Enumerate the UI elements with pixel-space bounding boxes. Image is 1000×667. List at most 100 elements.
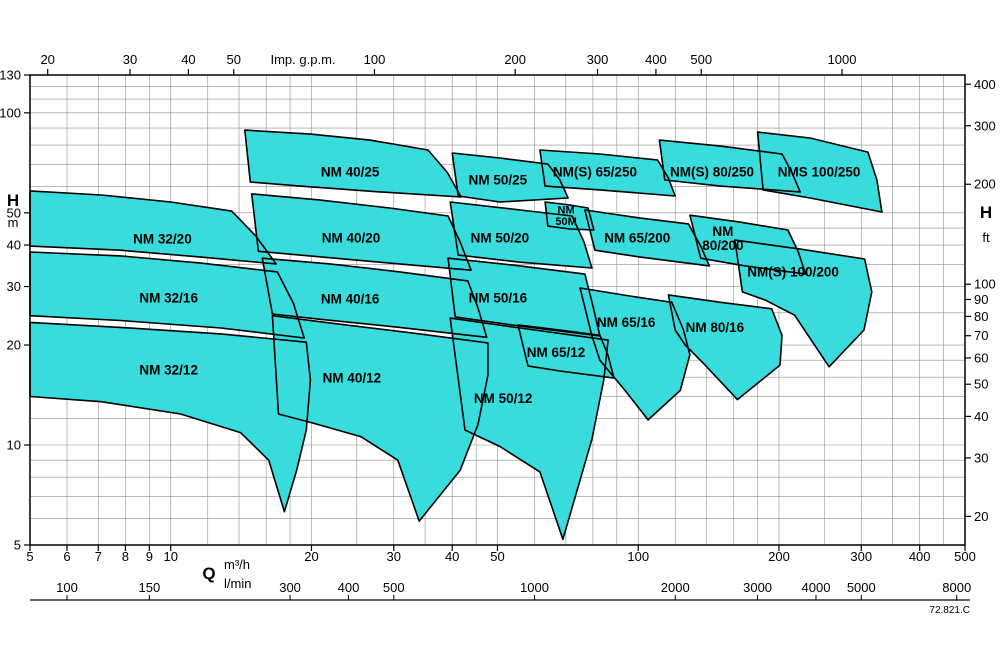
top-tick-label: 50 [226, 52, 240, 67]
region-label-nm-s-100-200: NM(S) 100/200 [747, 264, 839, 279]
region-label-nms-100-250: NMS 100/250 [778, 165, 861, 180]
region-outline-nm-50-25 [451, 152, 569, 203]
region-outline-nm-50-12 [449, 317, 609, 541]
region-label-nm-s-65-250: NM(S) 65/250 [553, 165, 637, 180]
left-tick-label: 100 [0, 105, 21, 120]
lmin-tick-label: 4000 [802, 580, 831, 595]
region-nm-50-12 [450, 318, 609, 540]
region-outline-nm-65-16 [579, 287, 691, 421]
bottom-axis-unit-lmin: l/min [224, 576, 251, 591]
region-nm-40-20 [251, 193, 472, 271]
drawing-number: 72.821.C [929, 605, 970, 616]
region-label-nm-80-16: NM 80/16 [686, 320, 745, 335]
top-tick-label: 30 [123, 52, 137, 67]
bottom-tick-label: 500 [954, 549, 976, 564]
region-outline-nm-40-25 [244, 129, 462, 198]
right-tick-label: 300 [974, 118, 996, 133]
right-tick-label: 80 [974, 309, 988, 324]
region-label-nm-50-20: NM 50/20 [471, 230, 530, 245]
top-tick-label: 400 [645, 52, 667, 67]
region-nm-40-12 [272, 315, 488, 522]
region-nm-32-12 [30, 322, 311, 512]
region-label-nm-65-12: NM 65/12 [527, 345, 586, 360]
region-label-nm-40-25: NM 40/25 [321, 165, 380, 180]
region-outline-nm-s-80-250 [658, 139, 801, 193]
right-tick-label: 100 [974, 277, 996, 292]
region-nm-32-16 [30, 252, 305, 338]
right-axis-title: H [980, 203, 992, 222]
region-label-nm-65-200: NM 65/200 [604, 230, 670, 245]
lmin-tick-label: 150 [138, 580, 160, 595]
region-outline-nms-100-250 [756, 131, 883, 213]
lmin-tick-label: 100 [56, 580, 78, 595]
region-nm-50-25 [452, 153, 569, 202]
region-label-nm-65-16: NM 65/16 [597, 315, 656, 330]
region-nm-s-100-200 [734, 240, 872, 367]
top-axis-title: Imp. g.p.m. [270, 52, 335, 67]
lmin-tick-label: 1000 [520, 580, 549, 595]
left-tick-label: 30 [7, 279, 21, 294]
region-label-nm-s-80-250: NM(S) 80/250 [670, 165, 754, 180]
top-tick-label: 20 [40, 52, 54, 67]
top-tick-label: 100 [364, 52, 386, 67]
region-label-nm-40-20: NM 40/20 [322, 230, 381, 245]
region-label-nm-32-16: NM 32/16 [139, 291, 198, 306]
top-tick-label: 40 [181, 52, 195, 67]
bottom-tick-label: 6 [63, 549, 70, 564]
region-outline-nm-80-16 [667, 294, 783, 401]
bottom-tick-label: 50 [490, 549, 504, 564]
top-tick-label: 500 [690, 52, 712, 67]
bottom-tick-label: 300 [850, 549, 872, 564]
right-tick-label: 400 [974, 77, 996, 92]
top-tick-label: 200 [504, 52, 526, 67]
region-outline-nm-32-16 [29, 251, 305, 339]
bottom-axis-title: Q [202, 564, 215, 583]
bottom-tick-label: 40 [445, 549, 459, 564]
region-label-nm-50m: NM 50M [555, 204, 576, 228]
bottom-tick-label: 5 [26, 549, 33, 564]
region-label-nm-32-20: NM 32/20 [133, 232, 192, 247]
left-axis-unit: m [8, 215, 19, 230]
region-label-nm-40-12: NM 40/12 [323, 371, 382, 386]
region-nm-s-65-250 [539, 150, 676, 196]
right-tick-label: 60 [974, 350, 988, 365]
lmin-tick-label: 3000 [743, 580, 772, 595]
region-label-nm-32-12: NM 32/12 [139, 363, 198, 378]
bottom-tick-label: 20 [304, 549, 318, 564]
lmin-tick-label: 5000 [847, 580, 876, 595]
right-tick-label: 20 [974, 509, 988, 524]
region-nm-40-16 [262, 258, 487, 338]
bottom-tick-label: 30 [387, 549, 401, 564]
lmin-tick-label: 8000 [942, 580, 971, 595]
bottom-tick-label: 200 [768, 549, 790, 564]
lmin-tick-label: 400 [338, 580, 360, 595]
left-axis-title: H [7, 191, 19, 210]
region-fills [30, 130, 882, 540]
lmin-tick-label: 300 [279, 580, 301, 595]
region-label-nm-50-25: NM 50/25 [469, 172, 528, 187]
top-tick-label: 300 [587, 52, 609, 67]
bottom-tick-label: 400 [909, 549, 931, 564]
region-outline-nm-50-16 [447, 257, 601, 337]
right-axis-unit: ft [982, 230, 990, 245]
region-outline-nm-32-20 [29, 190, 277, 265]
bottom-tick-label: 10 [163, 549, 177, 564]
region-outline-nm-s-100-200 [734, 239, 873, 368]
right-tick-label: 40 [974, 409, 988, 424]
region-nm-50-20 [450, 202, 592, 268]
region-outline-nm-50-20 [449, 201, 593, 269]
left-tick-label: 40 [7, 238, 21, 253]
region-outline-nm-80-200 [689, 214, 807, 275]
region-outline-nm-40-12 [271, 314, 489, 522]
region-nms-100-250 [757, 132, 882, 212]
left-tick-label: 50 [7, 205, 21, 220]
left-tick-label: 20 [7, 338, 21, 353]
left-tick-label: 10 [7, 438, 21, 453]
region-outline-nm-s-65-250 [539, 149, 676, 197]
region-outline-nm-65-12 [517, 324, 615, 379]
right-tick-label: 50 [974, 377, 988, 392]
right-tick-label: 90 [974, 292, 988, 307]
region-labels: NM 32/20 NM 32/16 NM 32/12 NM 40/25 NM 40/20… [133, 165, 860, 406]
